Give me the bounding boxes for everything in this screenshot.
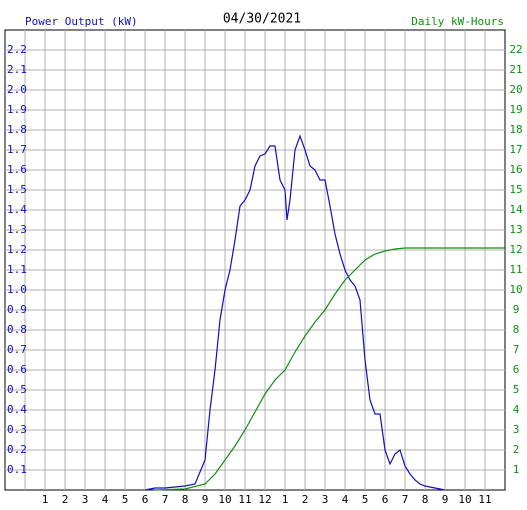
y-tick-label: 1.3: [7, 223, 27, 236]
y-axis-title: Power Output (kW): [25, 15, 138, 28]
x-tick-label: 8: [182, 493, 189, 506]
y2-tick-label: 5: [513, 383, 520, 396]
x-tick-label: 3: [82, 493, 89, 506]
y-tick-label: 0.6: [7, 363, 27, 376]
y2-tick-label: 12: [509, 243, 522, 256]
y2-tick-label: 19: [509, 103, 522, 116]
y2-tick-label: 17: [509, 143, 522, 156]
series-line: [154, 247, 505, 491]
y2-tick-label: 13: [509, 223, 522, 236]
x-tick-label: 11: [238, 493, 251, 506]
y-tick-label: 2.2: [7, 43, 27, 56]
y-tick-label: 2.1: [7, 63, 27, 76]
x-tick-label: 9: [202, 493, 209, 506]
grid: 0.1 0.2 0.3 0.4 0.5 0.6 0.7 0.8 0.9 1.0 1.1 1.2 1.3 1…: [5, 30, 523, 506]
y-tick-label: 0.4: [7, 403, 27, 416]
y2-tick-label: 18: [509, 123, 522, 136]
y-tick-label: 1.1: [7, 263, 27, 276]
y2-tick-label: 7: [513, 343, 520, 356]
y-tick-label: 1.7: [7, 143, 27, 156]
x-tick-label: 12: [258, 493, 271, 506]
y-tick-label: 1.4: [7, 203, 27, 216]
y2-tick-label: 6: [513, 363, 520, 376]
y-tick-label: 0.8: [7, 323, 27, 336]
y-tick-label: 1.2: [7, 243, 27, 256]
x-tick-label: 11: [478, 493, 491, 506]
x-tick-label: 5: [362, 493, 369, 506]
y-tick-label: 1.6: [7, 163, 27, 176]
y2-tick-label: 3: [513, 423, 520, 436]
y2-tick-label: 1: [513, 463, 520, 476]
y2-tick-label: 21: [509, 63, 522, 76]
series-line: [144, 134, 446, 491]
x-tick-label: 2: [62, 493, 69, 506]
y-tick-label: 1.8: [7, 123, 27, 136]
x-tick-label: 10: [458, 493, 471, 506]
x-tick-label: 10: [218, 493, 231, 506]
x-tick-label: 6: [382, 493, 389, 506]
y-tick-label: 1.5: [7, 183, 27, 196]
x-tick-label: 1: [42, 493, 49, 506]
y-tick-label: 0.5: [7, 383, 27, 396]
x-tick-label: 7: [402, 493, 409, 506]
x-tick-label: 5: [122, 493, 129, 506]
x-tick-label: 7: [162, 493, 169, 506]
y-tick-label: 1.0: [7, 283, 27, 296]
y2-axis-title: Daily kW-Hours: [411, 15, 504, 28]
x-tick-label: 3: [322, 493, 329, 506]
plot-frame: [4, 29, 506, 491]
x-tick-label: 1: [282, 493, 289, 506]
y-tick-label: 2.0: [7, 83, 27, 96]
x-tick-label: 2: [302, 493, 309, 506]
y-tick-label: 1.9: [7, 103, 27, 116]
y2-tick-label: 9: [513, 303, 520, 316]
y-tick-label: 0.1: [7, 463, 27, 476]
y2-tick-label: 4: [513, 403, 520, 416]
x-tick-label: 9: [442, 493, 449, 506]
y-tick-label: 0.9: [7, 303, 27, 316]
y2-tick-label: 15: [509, 183, 522, 196]
y-tick-label: 0.2: [7, 443, 27, 456]
x-tick-label: 6: [142, 493, 149, 506]
y2-tick-label: 20: [509, 83, 522, 96]
y2-tick-label: 22: [509, 43, 522, 56]
x-tick-label: 8: [422, 493, 429, 506]
y2-tick-label: 10: [509, 283, 522, 296]
marks: [144, 134, 505, 491]
y-tick-label: 0.3: [7, 423, 27, 436]
y-tick-label: 0.7: [7, 343, 27, 356]
y2-tick-label: 14: [509, 203, 523, 216]
y2-tick-label: 16: [509, 163, 522, 176]
chart-title: 04/30/2021: [223, 12, 301, 27]
y2-tick-label: 11: [509, 263, 522, 276]
x-tick-label: 4: [102, 493, 109, 506]
x-tick-label: 4: [342, 493, 349, 506]
y2-tick-label: 8: [513, 323, 520, 336]
y2-tick-label: 2: [513, 443, 520, 456]
